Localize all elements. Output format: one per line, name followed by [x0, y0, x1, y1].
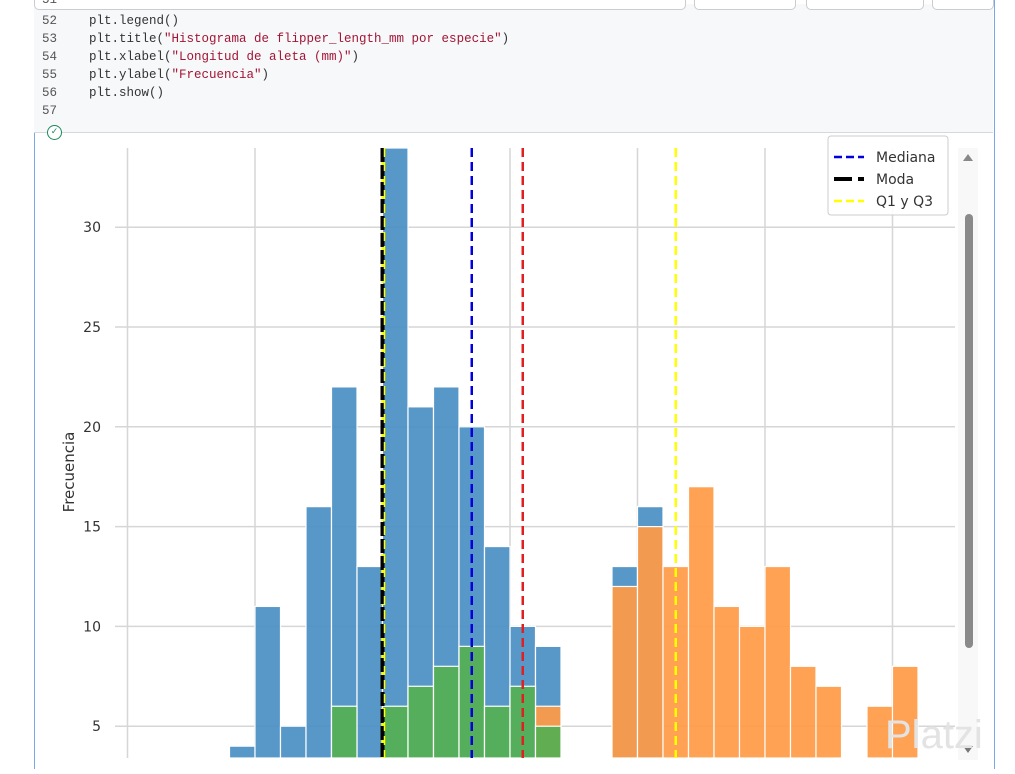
- check-circle-icon: ✓: [47, 125, 62, 140]
- code-text: plt.ylabel("Frecuencia"): [89, 68, 270, 82]
- scroll-up-icon[interactable]: [963, 154, 973, 161]
- code-editor[interactable]: 51 52 plt.legend() 53 plt.title("Histograma…: [34, 0, 994, 133]
- y-tick-label: 25: [83, 320, 101, 336]
- y-axis-label: Frecuencia: [60, 432, 78, 513]
- code-text: plt.legend(): [89, 14, 180, 28]
- histogram-bar-green: [483, 705, 511, 758]
- histogram-bar-orange: [611, 585, 639, 758]
- code-text: plt.xlabel("Longitud de aleta (mm)"): [89, 50, 360, 64]
- histogram-bar-blue: [330, 386, 358, 758]
- histogram-bar-blue: [228, 745, 256, 758]
- histogram-bar-orange: [764, 565, 792, 758]
- toolbar-button[interactable]: [806, 0, 924, 10]
- histogram-bar-green: [381, 705, 409, 758]
- legend-label: Moda: [876, 172, 914, 188]
- histogram-bar-blue: [279, 725, 307, 758]
- code-text: plt.show(): [89, 86, 165, 100]
- line-number: 53: [42, 32, 58, 46]
- scroll-down-icon[interactable]: [963, 746, 973, 753]
- line-number: 54: [42, 50, 58, 64]
- platzi-watermark: Platzi: [885, 713, 983, 757]
- line-number: 57: [42, 104, 58, 118]
- toolbar-field[interactable]: [34, 0, 686, 10]
- histogram-bar-orange: [713, 605, 741, 758]
- line-number: 52: [42, 14, 58, 28]
- histogram-bar-green: [432, 665, 460, 758]
- y-tick-label: 15: [83, 520, 101, 536]
- histogram-bar-green: [330, 705, 358, 758]
- histogram-bar-green: [407, 685, 435, 758]
- histogram-bar-orange: [738, 625, 766, 758]
- y-tick-label: 20: [83, 420, 101, 436]
- scrollbar-thumb[interactable]: [965, 214, 973, 648]
- histogram-bar-orange: [891, 665, 919, 758]
- histogram-bar-blue: [381, 148, 409, 758]
- line-number: 56: [42, 86, 58, 100]
- histogram-bar-orange: [789, 665, 817, 758]
- y-tick-label: 5: [92, 719, 101, 735]
- histogram-bar-orange: [815, 685, 843, 758]
- y-tick-label: 10: [83, 619, 101, 635]
- toolbar-button[interactable]: [932, 0, 994, 10]
- histogram-bar-orange: [866, 705, 894, 758]
- histogram-bar-green: [534, 725, 562, 758]
- histogram-bar-orange: [687, 486, 715, 758]
- histogram-bar-blue: [305, 506, 333, 758]
- line-number: 51: [42, 0, 58, 7]
- output-scrollbar[interactable]: [958, 148, 978, 760]
- legend-label: Mediana: [876, 150, 936, 166]
- line-number: 55: [42, 68, 58, 82]
- histogram-bar-blue: [356, 565, 384, 758]
- code-text: plt.title("Histograma de flipper_length_…: [89, 32, 510, 46]
- y-tick-label: 30: [83, 220, 101, 236]
- legend-label: Q1 y Q3: [876, 194, 933, 210]
- histogram-bar-blue: [254, 605, 282, 758]
- histogram-bar-orange: [636, 525, 664, 758]
- toolbar-button[interactable]: [694, 0, 796, 10]
